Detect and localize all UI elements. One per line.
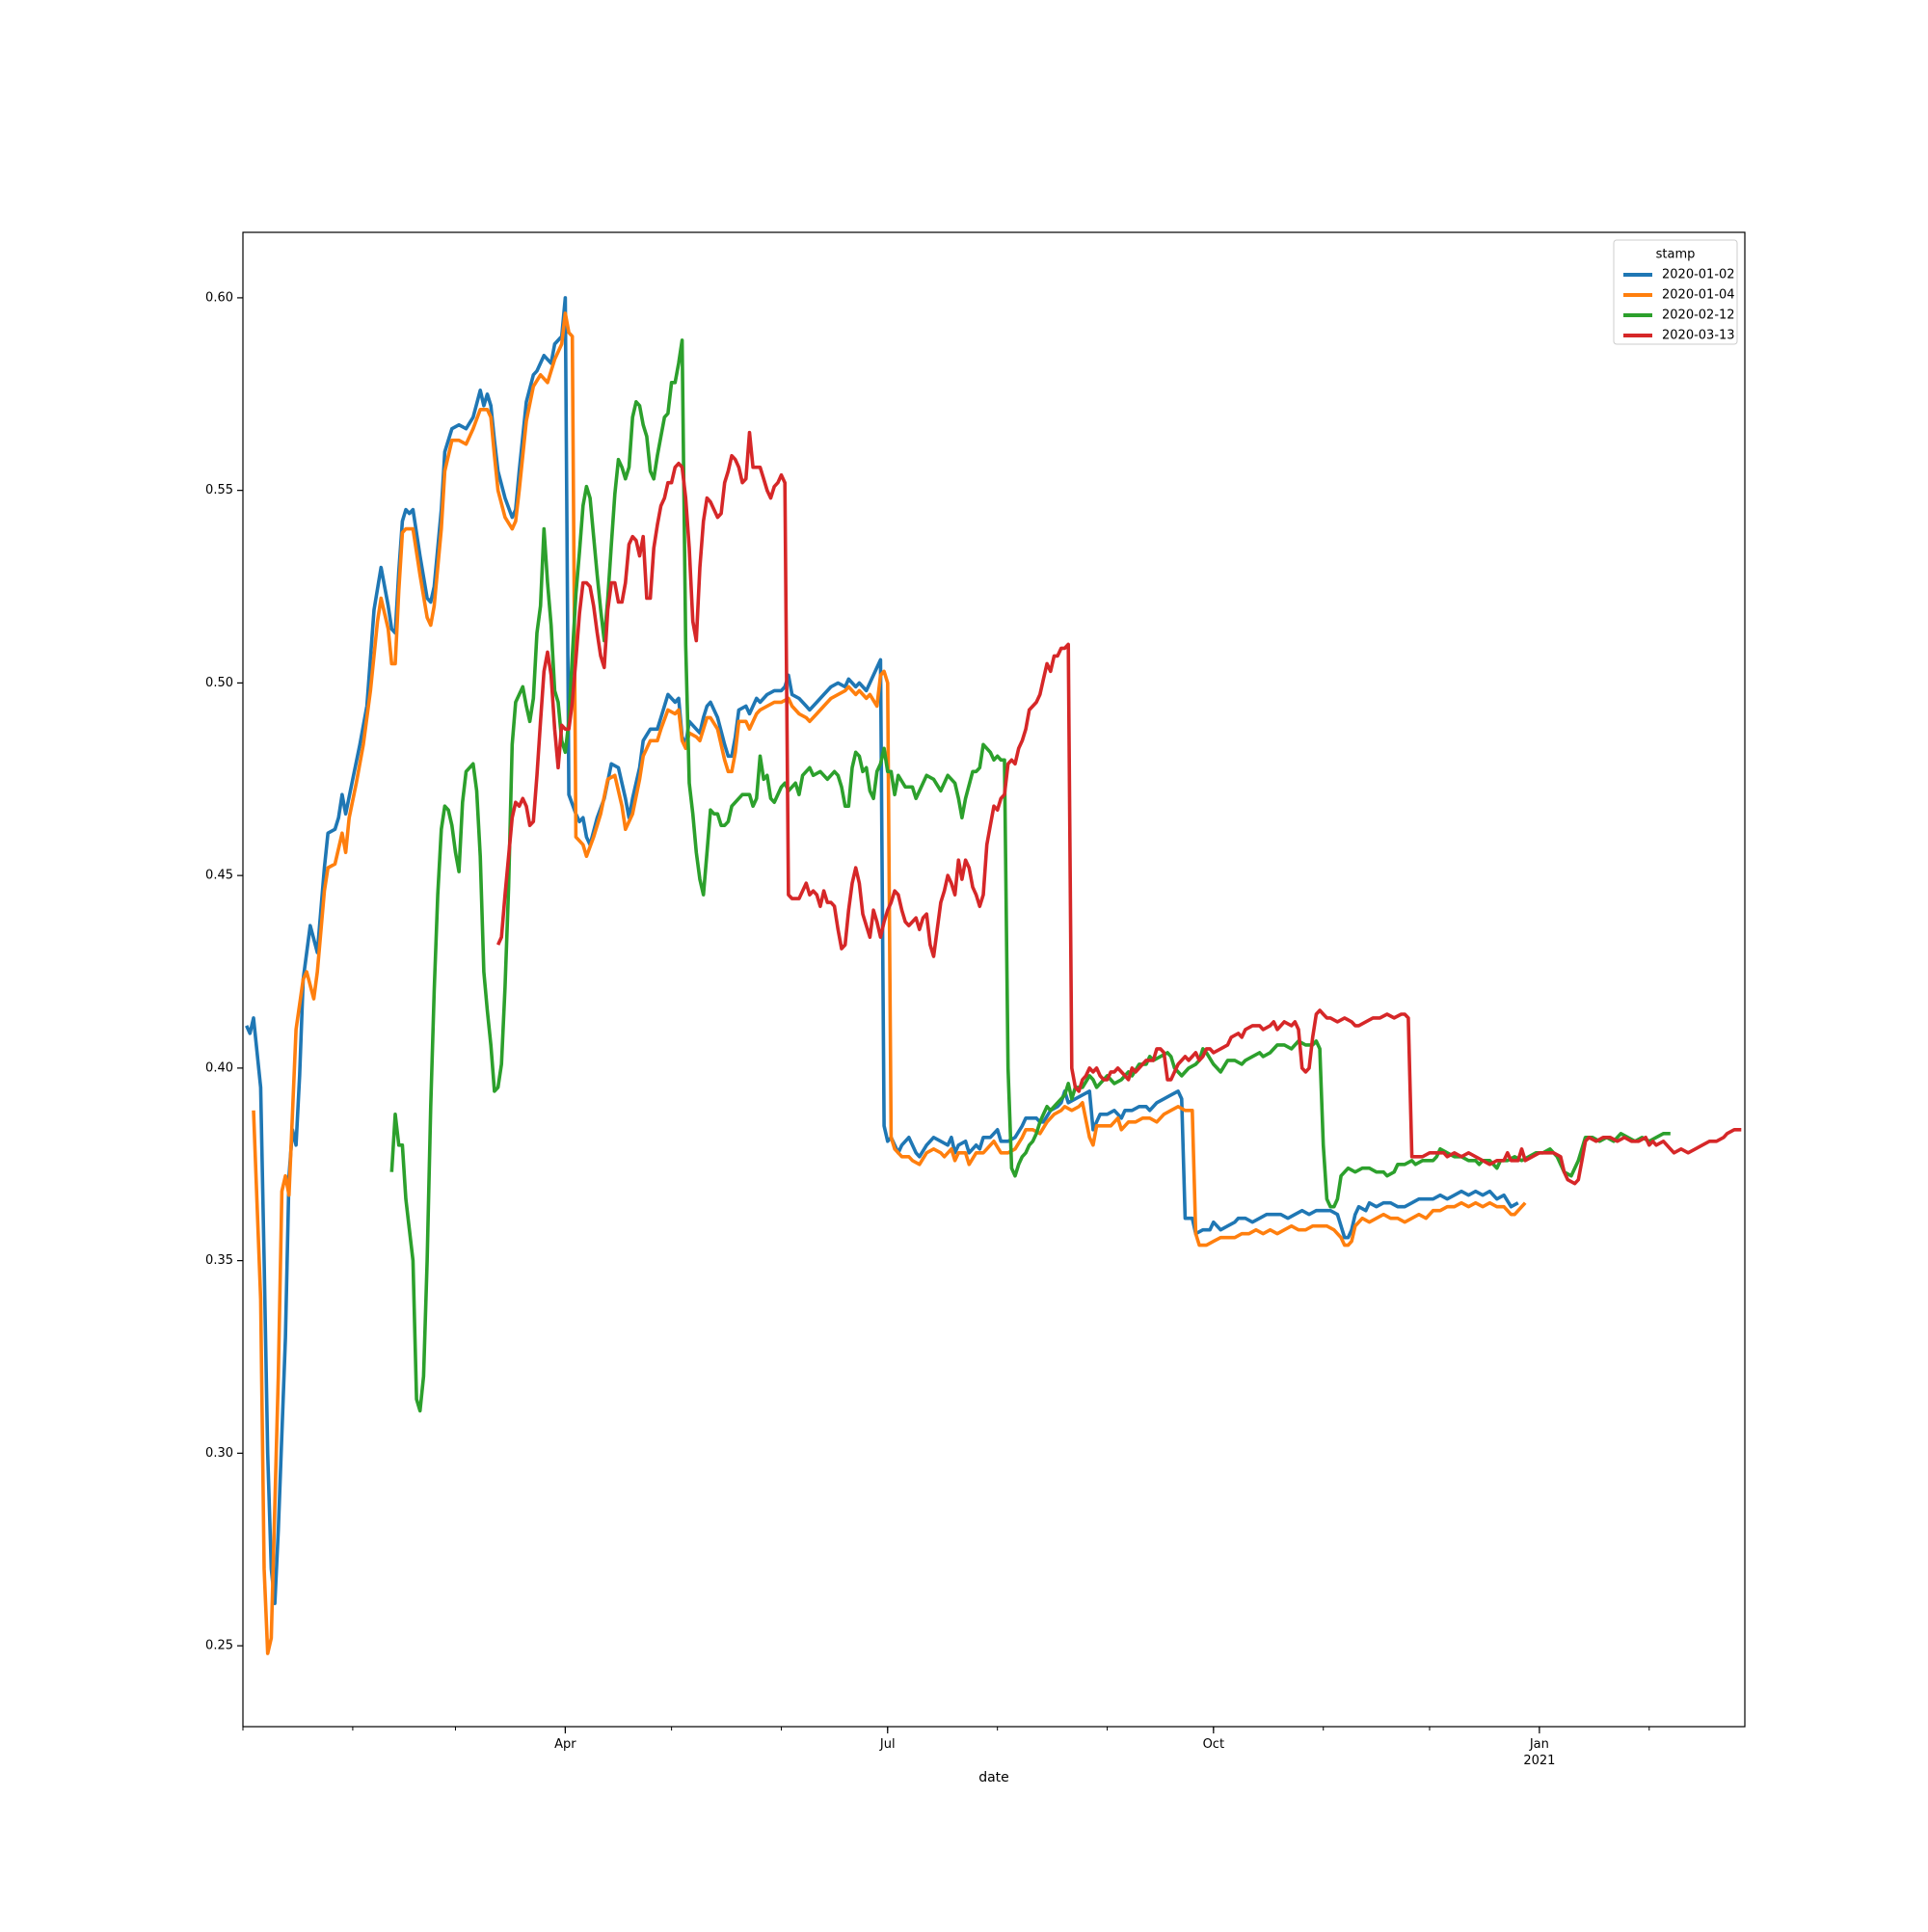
x-axis-label: date bbox=[978, 1770, 1009, 1785]
y-tick-label: 0.60 bbox=[205, 290, 233, 305]
x-tick-label: Jan bbox=[1529, 1737, 1549, 1752]
x-tick-label: Apr bbox=[554, 1737, 576, 1752]
y-tick-label: 0.45 bbox=[205, 869, 233, 883]
series-line-2 bbox=[252, 311, 1527, 1655]
legend-label: 2020-01-04 bbox=[1662, 288, 1735, 303]
legend-label: 2020-02-12 bbox=[1662, 309, 1735, 323]
x-tick-label: Jul bbox=[879, 1737, 896, 1752]
legend-box bbox=[1613, 239, 1738, 345]
y-tick-label: 0.30 bbox=[205, 1446, 233, 1461]
plot-frame bbox=[242, 231, 1746, 1728]
y-tick-label: 0.50 bbox=[205, 676, 233, 690]
series-line-4 bbox=[495, 430, 1742, 1186]
x-tick-label: Oct bbox=[1203, 1737, 1224, 1752]
legend-label: 2020-03-13 bbox=[1662, 329, 1735, 343]
y-tick-label: 0.40 bbox=[205, 1060, 233, 1075]
y-tick-label: 0.35 bbox=[205, 1253, 233, 1268]
legend-title: stamp bbox=[1656, 248, 1696, 262]
y-axis: 0.25 0.30 0.35 0.40 0.45 0.50 0.55 0.60 bbox=[205, 290, 243, 1653]
y-tick-label: 0.55 bbox=[205, 483, 233, 497]
series-layer bbox=[245, 296, 1742, 1655]
series-line-1 bbox=[245, 296, 1519, 1605]
x-axis: Apr Jul Oct Jan 2021 bbox=[242, 1727, 1650, 1768]
legend-label: 2020-01-02 bbox=[1662, 268, 1735, 282]
series-line-3 bbox=[389, 338, 1671, 1413]
x-tick-sublabel: 2021 bbox=[1523, 1754, 1555, 1768]
legend: stamp 2020-01-02 2020-01-04 2020-02-12 2020… bbox=[1613, 239, 1738, 345]
y-tick-label: 0.25 bbox=[205, 1639, 233, 1653]
